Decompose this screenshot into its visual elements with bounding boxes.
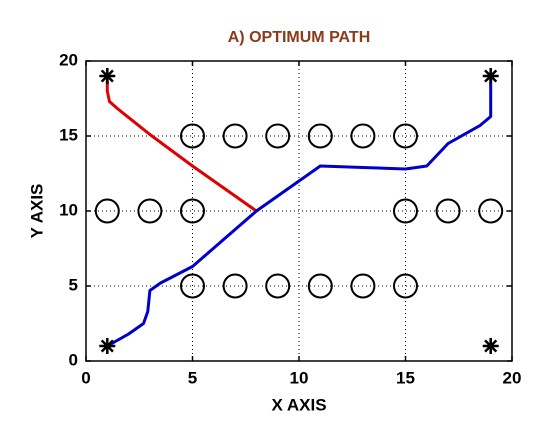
endpoint-star [99, 338, 116, 354]
path-line [105, 74, 493, 348]
x-axis-label: X AXIS [271, 395, 326, 414]
y-tick-label: 0 [69, 350, 78, 369]
obstacle [180, 123, 205, 149]
endpoint-star [99, 68, 116, 84]
path-line [105, 74, 258, 213]
x-tick-label: 0 [81, 368, 90, 387]
endpoint-star [482, 68, 499, 84]
x-tick-label: 10 [290, 368, 309, 387]
obstacle [478, 198, 504, 224]
x-tick-label: 15 [396, 368, 415, 387]
y-tick-label: 10 [59, 200, 78, 219]
y-tick-label: 15 [59, 125, 78, 144]
obstacle [222, 273, 248, 299]
y-tick-label: 5 [69, 275, 78, 294]
obstacle [435, 198, 461, 224]
y-tick-label: 20 [59, 50, 78, 69]
obstacle [307, 273, 333, 299]
endpoint-star [482, 338, 499, 354]
obstacle [265, 123, 291, 149]
obstacle [94, 198, 120, 224]
obstacle [350, 273, 376, 299]
axes-box [85, 60, 513, 362]
y-axis-label: Y AXIS [27, 184, 46, 239]
obstacle [307, 123, 333, 149]
obstacle [393, 123, 418, 149]
obstacle [393, 273, 418, 299]
chart-title: A) OPTIMUM PATH [228, 29, 371, 46]
obstacle [350, 123, 376, 149]
obstacle [180, 198, 205, 224]
obstacle [393, 198, 418, 224]
x-tick-label: 20 [503, 368, 522, 387]
obstacle [137, 198, 163, 224]
obstacle [180, 273, 205, 299]
x-tick-label: 5 [188, 368, 197, 387]
obstacle [265, 273, 291, 299]
obstacle [222, 123, 248, 149]
